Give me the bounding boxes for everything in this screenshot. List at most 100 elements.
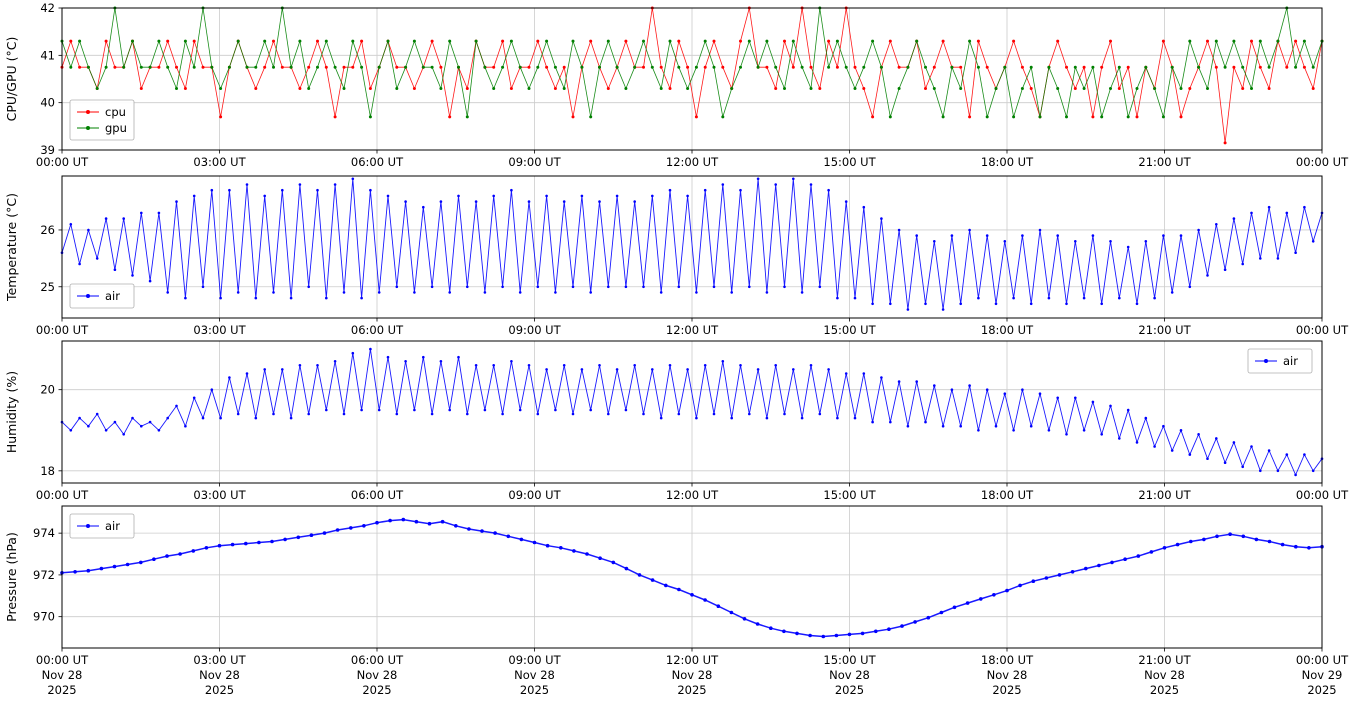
x-tick-label: 00:00 UT [1296,653,1349,667]
x-tick-label: 09:00 UT [508,488,561,502]
y-tick-label: 18 [40,464,55,478]
x-tick-label: 03:00 UT [193,155,246,169]
x-date-label: Nov 28 [672,668,713,682]
x-tick-label: 09:00 UT [508,653,561,667]
series-line-gpu [61,7,1323,118]
x-tick-labels: 00:00 UT 03:00 UT 06:00 UT 09:00 UT 12:00 UT… [36,483,1349,502]
series-markers-air [60,347,1324,477]
x-tick-label: 15:00 UT [823,155,876,169]
legend-label-air: air [105,519,120,533]
x-tick-label: 15:00 UT [823,323,876,337]
x-tick-label: 21:00 UT [1138,323,1191,337]
x-tick-label: 09:00 UT [508,323,561,337]
x-tick-label: 15:00 UT [823,653,876,667]
x-tick-label: 18:00 UT [981,653,1034,667]
x-year-label: 2025 [1307,683,1336,697]
legend-label-gpu: gpu [105,121,127,135]
x-tick-label: 00:00 UT [36,488,89,502]
x-year-label: 2025 [992,683,1021,697]
x-tick-label: 21:00 UT [1138,653,1191,667]
y-tick-label: 26 [40,223,55,237]
x-year-label: 2025 [205,683,234,697]
x-tick-label: 15:00 UT [823,488,876,502]
y-tick-label: 974 [33,526,55,540]
y-tick-label: 20 [40,383,55,397]
x-tick-label: 00:00 UT [36,653,89,667]
series-line-air [61,349,1323,477]
x-tick-label: 12:00 UT [666,653,719,667]
gridlines [62,341,1322,483]
y-tick-label: 25 [40,280,55,294]
legend: air [69,283,135,309]
y-axis-label: CPU/GPU (°C) [4,37,19,122]
x-tick-label: 06:00 UT [351,155,404,169]
x-date-label: Nov 28 [829,668,870,682]
y-axis-label: Humidity (%) [4,371,19,453]
gridlines [62,8,1322,150]
x-year-label: 2025 [520,683,549,697]
x-date-label: Nov 28 [357,668,398,682]
x-tick-labels: 00:00 UT 03:00 UT 06:00 UT 09:00 UT 12:00 UT… [36,150,1349,169]
x-tick-label: 00:00 UT [36,155,89,169]
x-tick-label: 03:00 UT [193,653,246,667]
x-date-label: Nov 28 [514,668,555,682]
x-year-label: 2025 [677,683,706,697]
x-tick-label: 18:00 UT [981,488,1034,502]
series-markers-air [60,517,1324,639]
x-tick-label: 18:00 UT [981,323,1034,337]
y-axis-label: Temperature (°C) [4,193,19,302]
x-tick-label: 09:00 UT [508,155,561,169]
y-tick-label: 42 [40,1,55,15]
series-line-air [61,178,1323,310]
y-tick-label: 970 [33,610,55,624]
x-year-label: 2025 [835,683,864,697]
x-tick-label: 03:00 UT [193,323,246,337]
series-markers-air [60,177,1324,311]
y-axis-label: Pressure (hPa) [4,532,19,622]
y-tick-label: 41 [40,48,55,62]
y-tick-labels: 39 40 41 42 [40,1,62,157]
y-tick-label: 40 [40,96,55,110]
x-tick-label: 06:00 UT [351,653,404,667]
panel-humidity: 00:00 UT 03:00 UT 06:00 UT 09:00 UT 12:00 UT… [4,340,1349,502]
x-tick-label: 00:00 UT [1296,323,1349,337]
y-tick-labels: 970 972 974 [33,526,62,624]
x-tick-label: 21:00 UT [1138,155,1191,169]
y-tick-label: 39 [40,143,55,157]
x-tick-label: 00:00 UT [1296,155,1349,169]
x-tick-label: 03:00 UT [193,488,246,502]
legend-label-air: air [105,289,120,303]
x-tick-label: 12:00 UT [666,488,719,502]
series-line-cpu [61,7,1323,143]
x-tick-label: 21:00 UT [1138,488,1191,502]
legend-label-air: air [1283,354,1298,368]
legend: air [1247,348,1313,374]
y-tick-label: 972 [33,568,55,582]
x-tick-label: 12:00 UT [666,155,719,169]
x-date-label: Nov 28 [1144,668,1185,682]
x-year-label: 2025 [1150,683,1179,697]
x-date-label: Nov 29 [1302,668,1343,682]
x-tick-label: 06:00 UT [351,323,404,337]
x-tick-label: 12:00 UT [666,323,719,337]
x-year-label: 2025 [362,683,391,697]
x-date-label: Nov 28 [199,668,240,682]
x-tick-label: 00:00 UT [1296,488,1349,502]
x-tick-label: 00:00 UT [36,323,89,337]
gridlines [62,506,1322,648]
panel-temperature: 00:00 UT 03:00 UT 06:00 UT 09:00 UT 12:00 UT… [4,175,1349,337]
x-year-label: 2025 [47,683,76,697]
x-tick-label: 18:00 UT [981,155,1034,169]
x-tick-labels: 00:00 UT 03:00 UT 06:00 UT 09:00 UT 12:00 UT… [36,318,1349,337]
x-date-label: Nov 28 [42,668,83,682]
panel-cpu-gpu: 00:00 UT 03:00 UT 06:00 UT 09:00 UT 12:00 UT… [4,1,1349,169]
legend: air [69,513,135,539]
legend: cpu gpu [69,99,135,141]
x-date-label: Nov 28 [987,668,1028,682]
x-tick-label: 06:00 UT [351,488,404,502]
